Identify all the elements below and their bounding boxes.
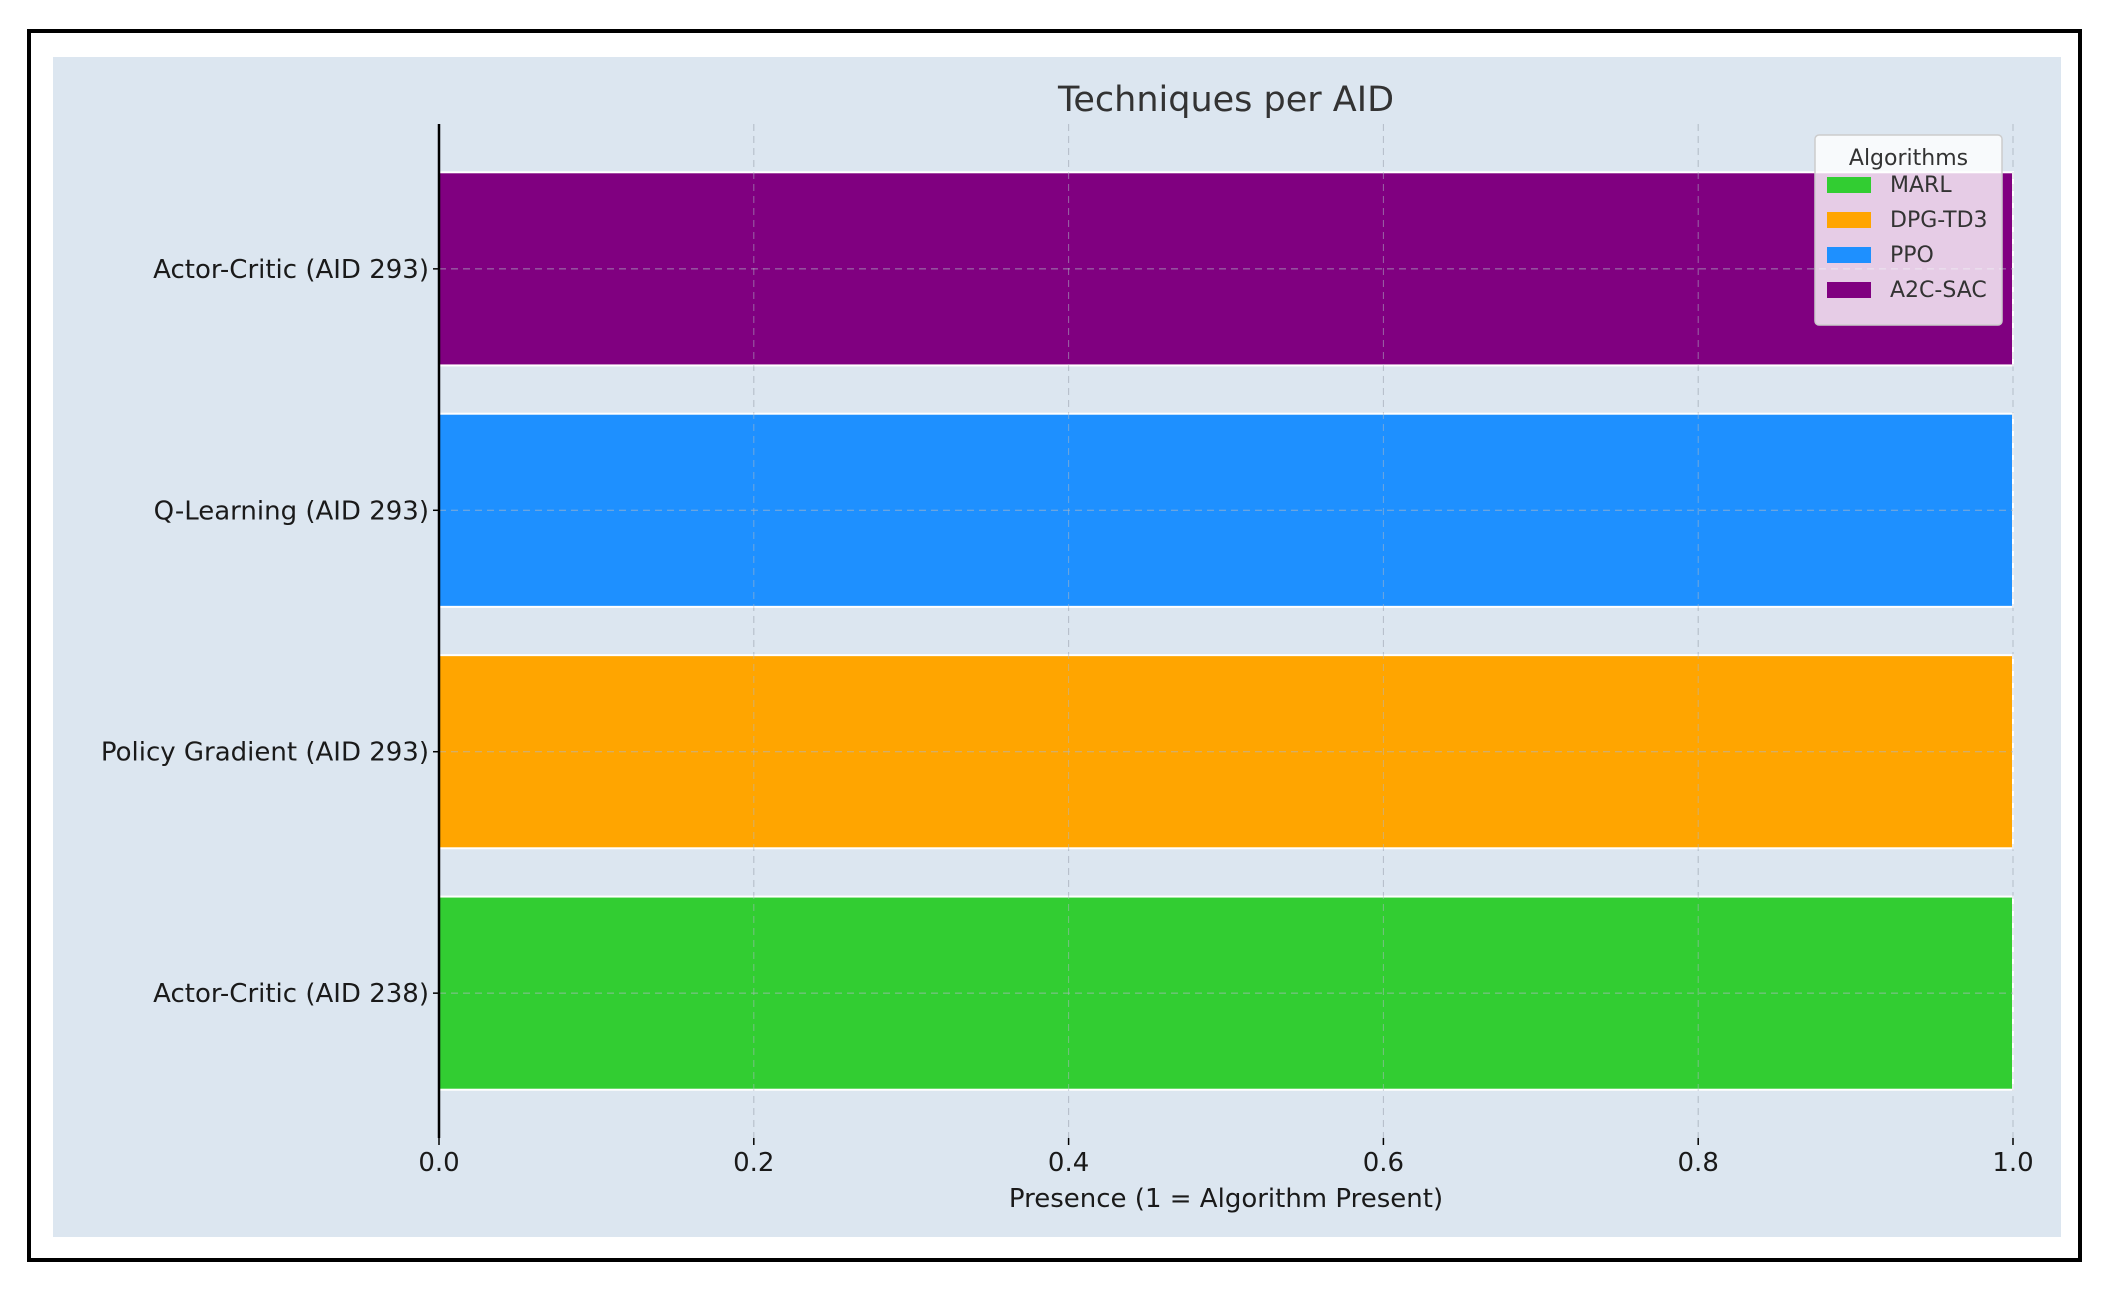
legend-entry-label: DPG-TD3 xyxy=(1890,208,1988,233)
y-tick-label: Actor-Critic (AID 293) xyxy=(153,255,429,285)
legend-swatch xyxy=(1827,177,1871,193)
bars xyxy=(438,124,2014,1138)
y-tick-label: Policy Gradient (AID 293) xyxy=(101,738,429,768)
legend-swatch xyxy=(1827,282,1871,298)
y-tick-label: Actor-Critic (AID 238) xyxy=(153,979,429,1009)
x-tick-labels: 0.0 0.2 0.4 0.6 0.8 1.0 xyxy=(418,1138,2034,1178)
x-tick-label: 1.0 xyxy=(1992,1148,2033,1178)
chart-title: Techniques per AID xyxy=(1057,80,1394,120)
x-tick-label: 0.4 xyxy=(1048,1148,1089,1178)
legend-title: Algorithms xyxy=(1849,146,1968,171)
x-tick-label: 0.0 xyxy=(418,1148,459,1178)
y-tick-labels: Actor-Critic (AID 238) Policy Gradient (A… xyxy=(101,255,439,1009)
x-axis-label: Presence (1 = Algorithm Present) xyxy=(1009,1184,1443,1214)
legend-swatch xyxy=(1827,212,1871,228)
legend-entry-label: PPO xyxy=(1890,243,1934,268)
legend-swatch xyxy=(1827,247,1871,263)
x-tick-label: 0.6 xyxy=(1363,1148,1404,1178)
legend-entry-label: MARL xyxy=(1890,173,1952,198)
y-tick-label: Q-Learning (AID 293) xyxy=(154,496,429,526)
x-tick-label: 0.8 xyxy=(1678,1148,1719,1178)
x-tick-label: 0.2 xyxy=(733,1148,774,1178)
legend-entry-label: A2C-SAC xyxy=(1890,278,1987,303)
